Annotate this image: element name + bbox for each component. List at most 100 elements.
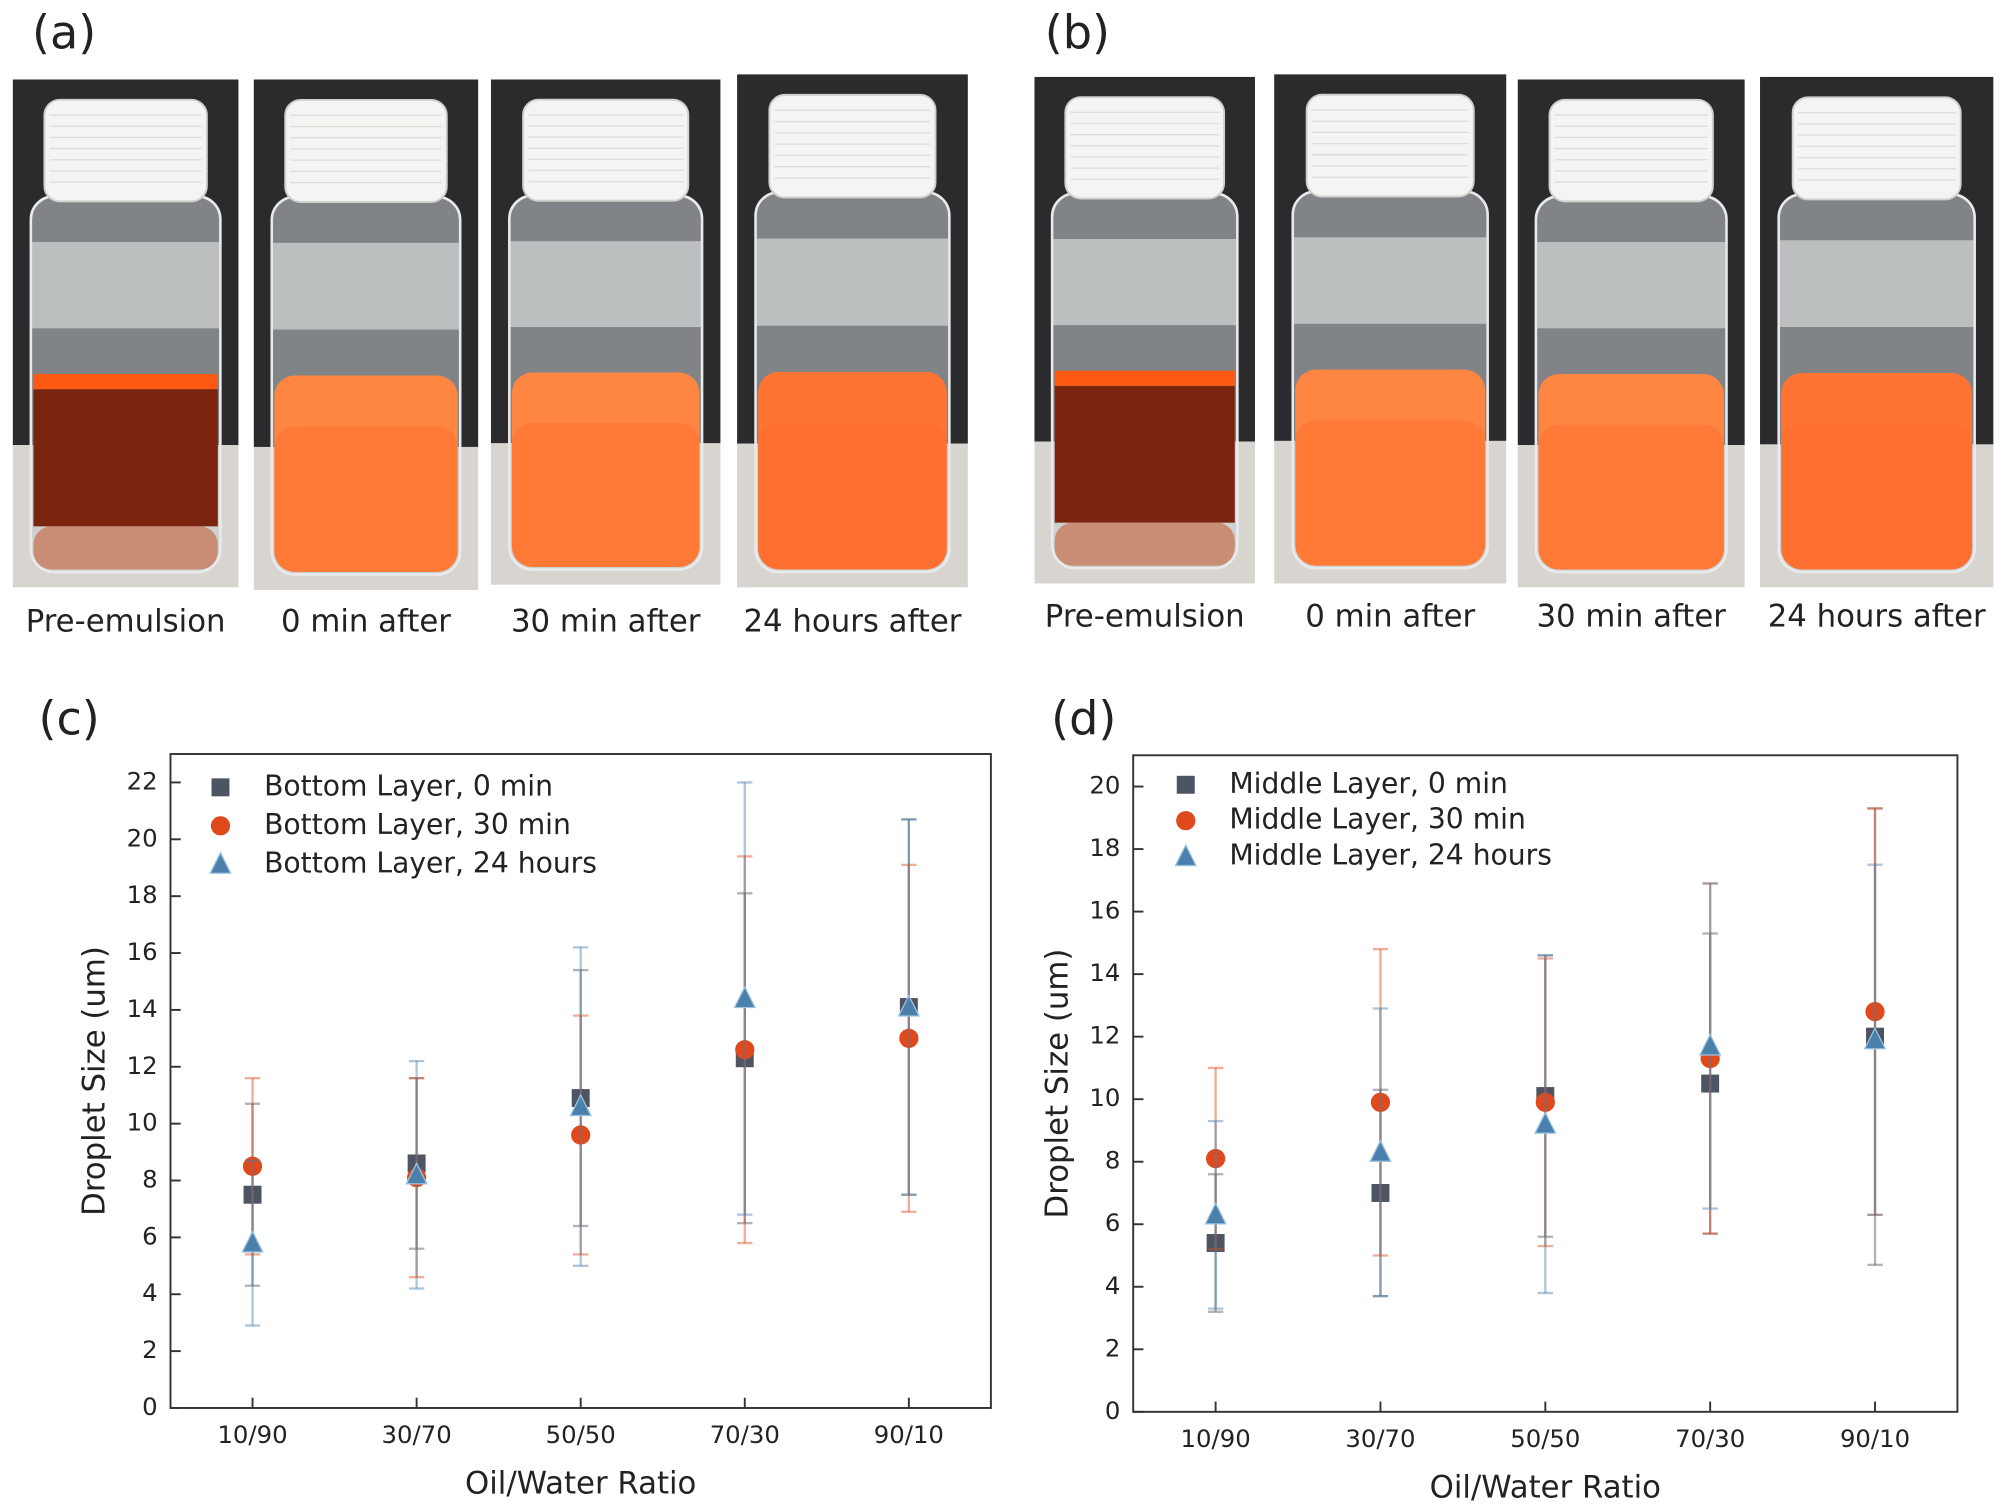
- photo-caption: 0 min after: [281, 604, 451, 640]
- point: [1206, 1234, 1225, 1252]
- x-tick-label: 30/70: [382, 1420, 452, 1449]
- legend-label: Bottom Layer, 0 min: [264, 769, 553, 802]
- y-axis-title: Droplet Size (um): [1039, 949, 1075, 1219]
- emulsion-shade: [511, 423, 700, 568]
- vial-label-band: [30, 241, 221, 329]
- point: [571, 1125, 591, 1145]
- point: [899, 1028, 919, 1048]
- y-tick-label: 16: [1089, 896, 1120, 925]
- point: [569, 1093, 592, 1117]
- y-tick-label: 8: [1105, 1146, 1120, 1175]
- x-tick-label: 90/10: [874, 1420, 944, 1449]
- point: [1701, 1074, 1720, 1093]
- legend-label: Bottom Layer, 24 hours: [264, 846, 597, 879]
- emulsion: [274, 375, 458, 572]
- point: [1534, 1111, 1557, 1134]
- y-tick-label: 10: [127, 1108, 158, 1137]
- point: [897, 994, 921, 1017]
- dark-layer: [33, 389, 218, 527]
- y-tick-label: 8: [142, 1165, 157, 1194]
- photo-caption: 24 hours after: [1768, 599, 1986, 635]
- vial-photo: [1274, 74, 1507, 584]
- x-tick-label: 50/50: [1510, 1424, 1580, 1453]
- vial-cap: [284, 98, 448, 203]
- x-tick-label: 70/30: [1675, 1424, 1745, 1453]
- photo-caption: 24 hours after: [743, 604, 961, 640]
- y-tick-label: 12: [1089, 1021, 1120, 1050]
- clear-bottom: [1054, 522, 1235, 566]
- emulsion: [758, 371, 947, 570]
- point: [733, 985, 757, 1009]
- point: [1698, 1033, 1722, 1056]
- y-tick-label: 6: [142, 1221, 157, 1250]
- y-tick-label: 22: [127, 766, 158, 795]
- y-tick-label: 14: [1089, 958, 1120, 987]
- emulsion: [1295, 369, 1486, 566]
- panel-label: (c): [38, 691, 99, 745]
- vial-cap: [1791, 96, 1962, 201]
- series: [241, 781, 921, 1327]
- legend-marker: [209, 851, 232, 874]
- y-tick-label: 20: [127, 823, 158, 852]
- y-tick-label: 4: [1105, 1271, 1120, 1300]
- x-tick-label: 90/10: [1840, 1424, 1910, 1453]
- emulsion-shade: [1295, 420, 1486, 566]
- legend-marker: [211, 778, 230, 797]
- point: [1204, 1201, 1227, 1225]
- panel-label: (b): [1045, 5, 1110, 59]
- y-tick-label: 18: [1089, 833, 1120, 862]
- emulsion-shade: [274, 426, 458, 572]
- vial-label-band: [271, 242, 461, 330]
- point: [405, 1161, 428, 1185]
- vial-label-band: [509, 241, 703, 328]
- x-tick-label: 70/30: [710, 1420, 780, 1449]
- legend-label: Middle Layer, 0 min: [1229, 767, 1508, 800]
- x-tick-label: 10/90: [217, 1420, 287, 1449]
- vial-cap: [43, 98, 208, 203]
- emulsion-shade: [1781, 423, 1973, 570]
- vial-photo: [490, 79, 721, 585]
- legend-label: Bottom Layer, 30 min: [264, 808, 571, 841]
- vial-label-band: [755, 238, 950, 326]
- y-tick-label: 12: [127, 1051, 158, 1080]
- legend-marker: [210, 816, 231, 836]
- panel-label: (d): [1051, 691, 1116, 745]
- x-tick-label: 30/70: [1345, 1424, 1415, 1453]
- vial-photo: [737, 74, 968, 588]
- vial-cap: [1064, 96, 1226, 200]
- x-axis-title: Oil/Water Ratio: [1430, 1469, 1661, 1505]
- vial-label-band: [1052, 239, 1238, 326]
- photo-caption: 0 min after: [1305, 599, 1475, 635]
- y-axis-title: Droplet Size (um): [77, 946, 113, 1216]
- series: [1204, 863, 1887, 1310]
- legend-marker: [1174, 843, 1198, 867]
- y-tick-label: 0: [1105, 1396, 1120, 1425]
- dark-layer: [1054, 385, 1235, 523]
- y-tick-label: 4: [142, 1278, 157, 1307]
- y-tick-label: 2: [142, 1335, 157, 1364]
- emulsion-shade: [758, 423, 947, 570]
- legend-label: Middle Layer, 30 min: [1229, 803, 1526, 836]
- y-tick-label: 10: [1089, 1083, 1120, 1112]
- vial-cap: [522, 98, 690, 202]
- point: [241, 1230, 264, 1253]
- vial-label-band: [1292, 237, 1488, 324]
- y-tick-label: 16: [127, 937, 158, 966]
- photo-caption: 30 min after: [1536, 599, 1726, 635]
- point: [242, 1156, 263, 1176]
- point: [1863, 1026, 1887, 1050]
- panel-label: (a): [32, 5, 96, 59]
- y-tick-label: 14: [127, 994, 158, 1023]
- vial-photo: [12, 79, 239, 588]
- photo-caption: Pre-emulsion: [1045, 599, 1245, 635]
- y-tick-label: 0: [142, 1392, 157, 1421]
- vial-cap: [1305, 93, 1475, 198]
- x-tick-label: 10/90: [1181, 1424, 1251, 1453]
- x-axis-title: Oil/Water Ratio: [465, 1465, 696, 1501]
- y-tick-label: 2: [1105, 1333, 1120, 1362]
- y-tick-label: 18: [127, 880, 158, 909]
- oil-layer: [1054, 370, 1235, 386]
- oil-layer: [33, 374, 218, 390]
- photo-caption: 30 min after: [511, 604, 701, 640]
